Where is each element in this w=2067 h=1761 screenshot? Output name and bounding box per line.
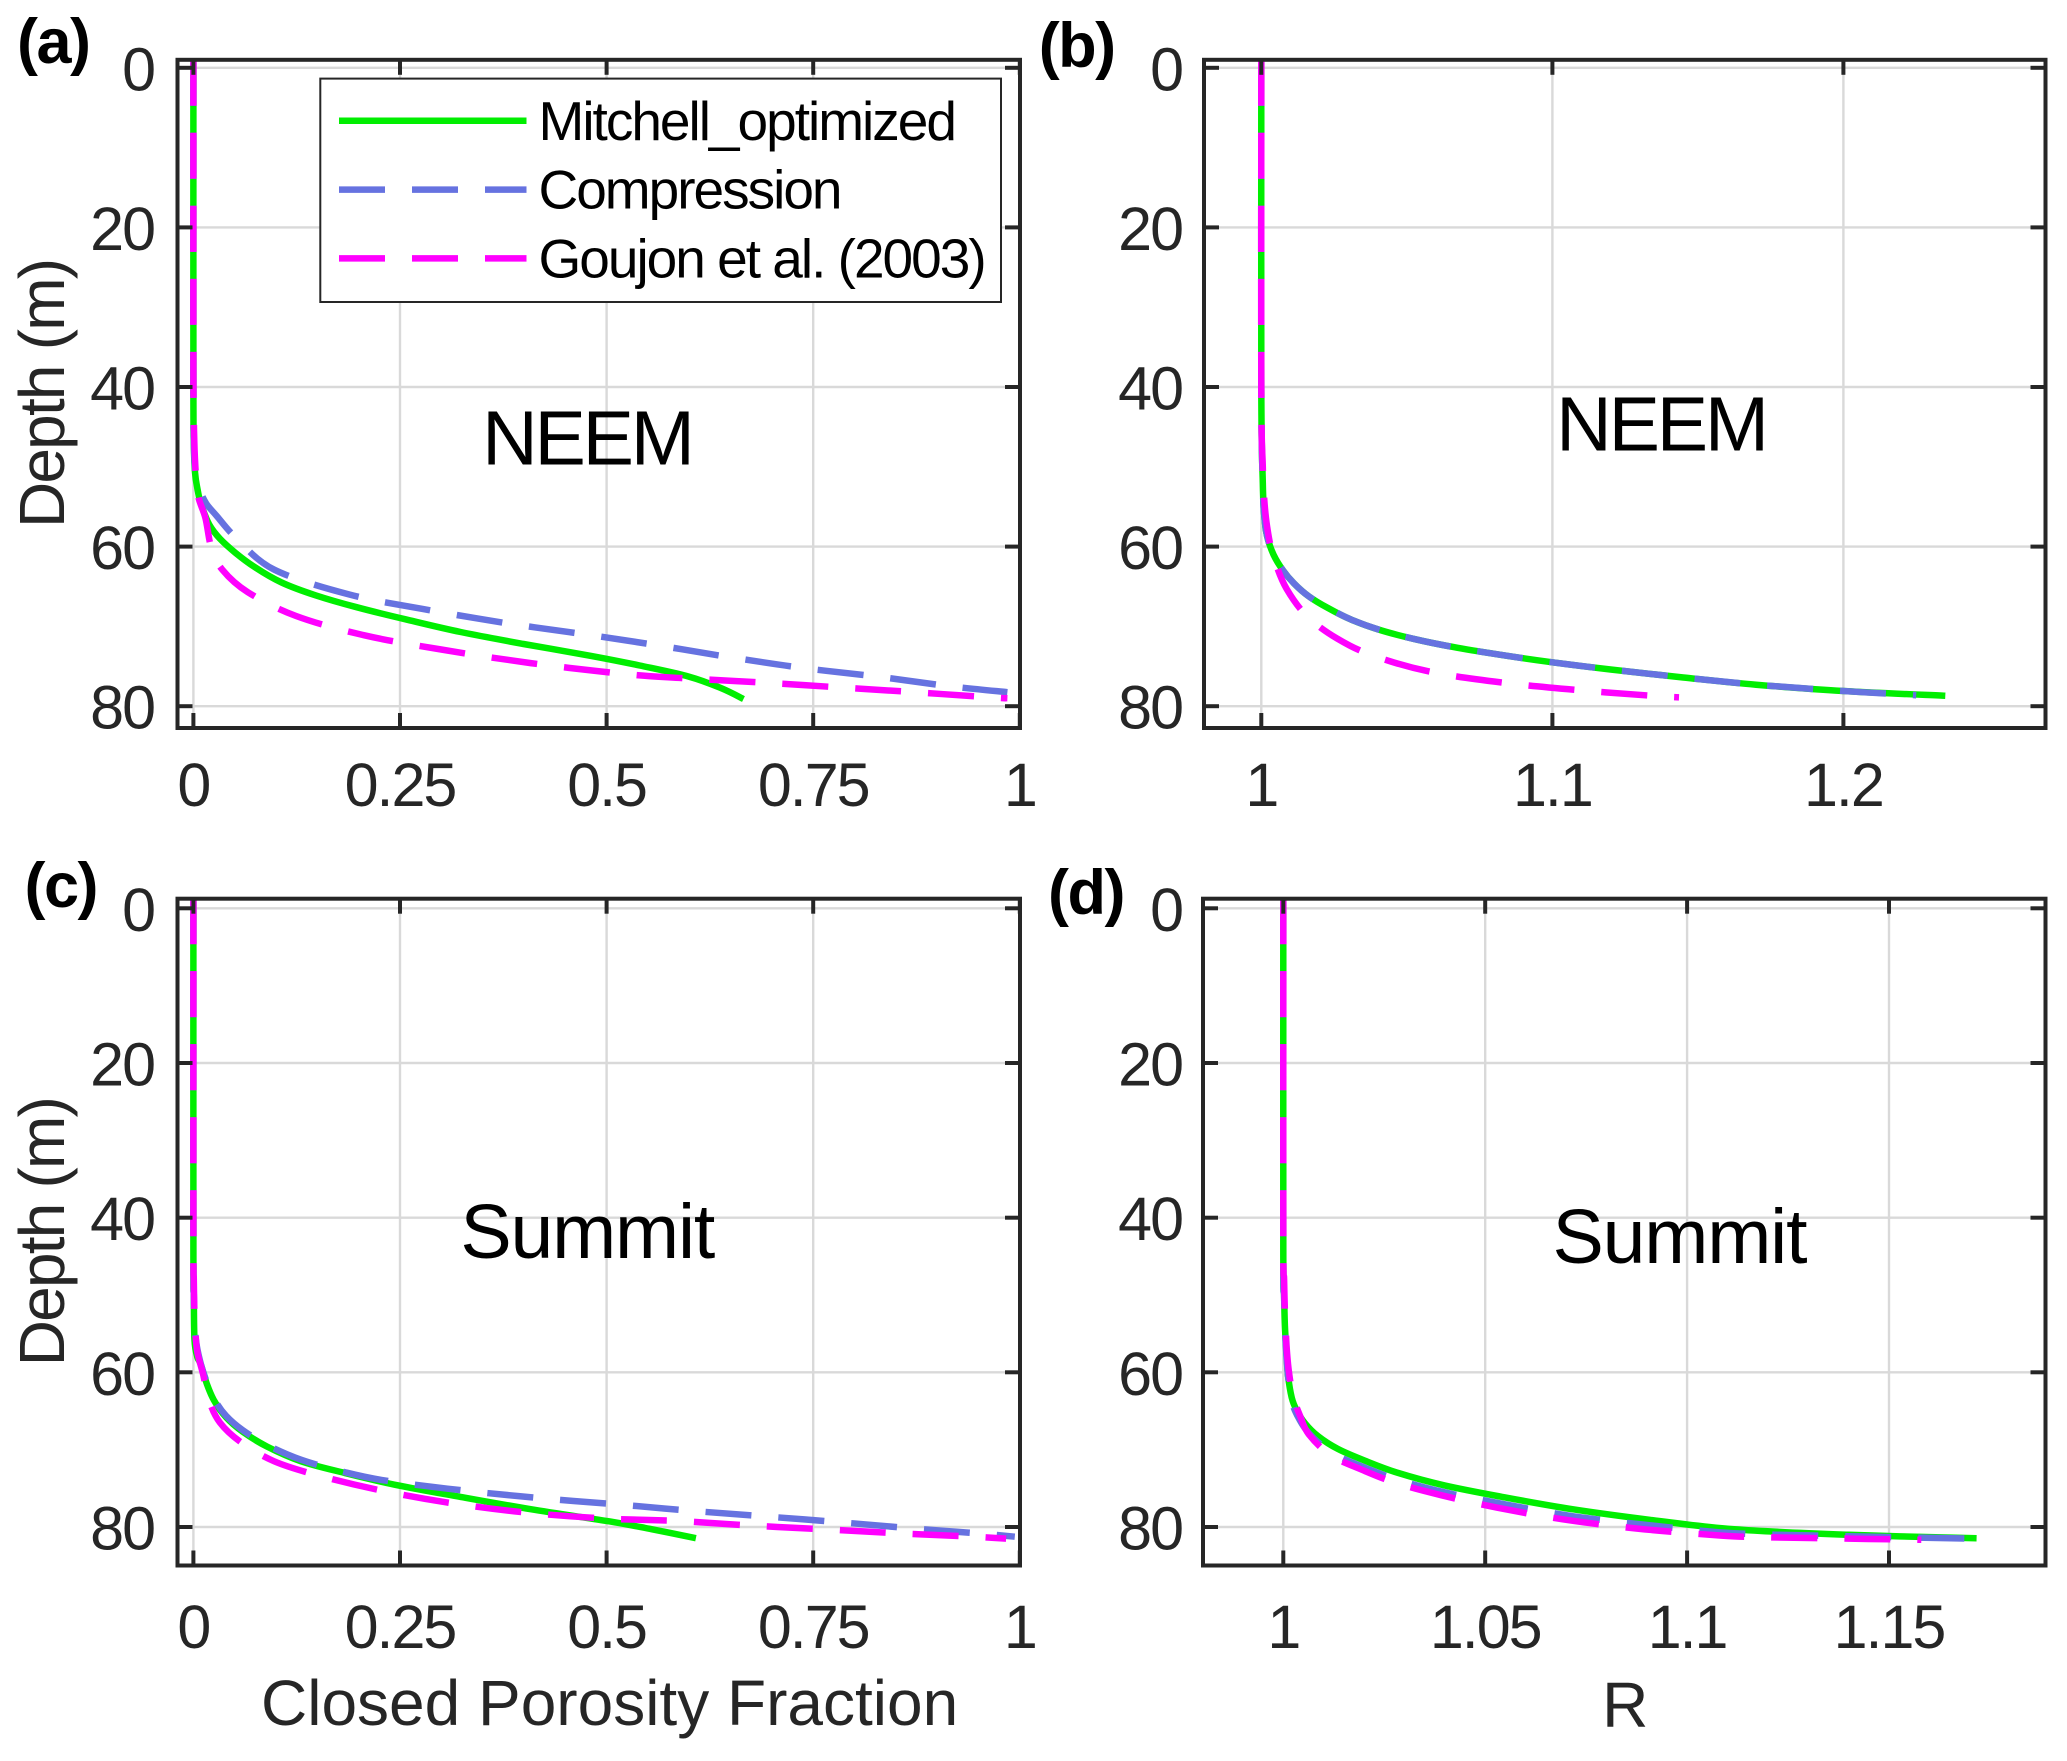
svg-text:0.5: 0.5: [567, 1593, 646, 1661]
svg-text:1.15: 1.15: [1834, 1593, 1945, 1661]
svg-text:0.75: 0.75: [758, 751, 869, 819]
svg-text:0: 0: [177, 1593, 209, 1661]
svg-text:0: 0: [122, 35, 154, 103]
svg-text:0.25: 0.25: [345, 751, 456, 819]
svg-text:60: 60: [1118, 514, 1182, 582]
svg-text:Closed Porosity Fraction: Closed Porosity Fraction: [261, 1667, 958, 1739]
svg-text:20: 20: [1118, 1031, 1182, 1099]
svg-text:(c): (c): [25, 851, 98, 921]
svg-text:80: 80: [1118, 674, 1182, 742]
svg-text:0: 0: [122, 876, 154, 944]
svg-text:1: 1: [1004, 1593, 1036, 1661]
svg-text:20: 20: [90, 195, 154, 263]
svg-text:NEEM: NEEM: [482, 396, 692, 482]
svg-text:0.25: 0.25: [345, 1593, 456, 1661]
svg-text:0: 0: [1150, 876, 1182, 944]
svg-text:0.5: 0.5: [567, 751, 646, 819]
svg-text:1: 1: [1267, 1593, 1299, 1661]
svg-text:Compression: Compression: [539, 159, 841, 221]
svg-text:Depth (m): Depth (m): [6, 260, 78, 528]
svg-text:0.75: 0.75: [758, 1593, 869, 1661]
svg-text:1: 1: [1245, 751, 1277, 819]
svg-text:40: 40: [1118, 355, 1182, 423]
svg-text:1: 1: [1004, 751, 1036, 819]
svg-text:1.1: 1.1: [1513, 751, 1592, 819]
svg-text:20: 20: [1118, 195, 1182, 263]
svg-text:Mitchell_optimized: Mitchell_optimized: [539, 90, 955, 152]
svg-text:80: 80: [1118, 1495, 1182, 1563]
svg-text:80: 80: [90, 674, 154, 742]
svg-text:0: 0: [1150, 35, 1182, 103]
svg-text:60: 60: [90, 1340, 154, 1408]
svg-text:0: 0: [177, 751, 209, 819]
svg-text:60: 60: [1118, 1340, 1182, 1408]
svg-text:40: 40: [90, 355, 154, 423]
svg-text:80: 80: [90, 1495, 154, 1563]
svg-text:(b): (b): [1039, 11, 1115, 81]
svg-text:40: 40: [90, 1185, 154, 1253]
svg-text:(a): (a): [17, 7, 90, 77]
svg-text:R: R: [1602, 1669, 1648, 1741]
svg-text:NEEM: NEEM: [1556, 381, 1766, 467]
svg-text:1.2: 1.2: [1804, 751, 1883, 819]
svg-text:Depth (m): Depth (m): [6, 1098, 78, 1366]
svg-text:Summit: Summit: [1553, 1194, 1808, 1280]
svg-text:40: 40: [1118, 1185, 1182, 1253]
svg-text:Summit: Summit: [460, 1189, 715, 1275]
svg-text:1.1: 1.1: [1648, 1593, 1727, 1661]
svg-text:(d): (d): [1048, 858, 1124, 928]
svg-text:20: 20: [90, 1031, 154, 1099]
svg-text:60: 60: [90, 514, 154, 582]
svg-text:Goujon et al. (2003): Goujon et al. (2003): [539, 227, 985, 289]
svg-text:1.05: 1.05: [1430, 1593, 1541, 1661]
